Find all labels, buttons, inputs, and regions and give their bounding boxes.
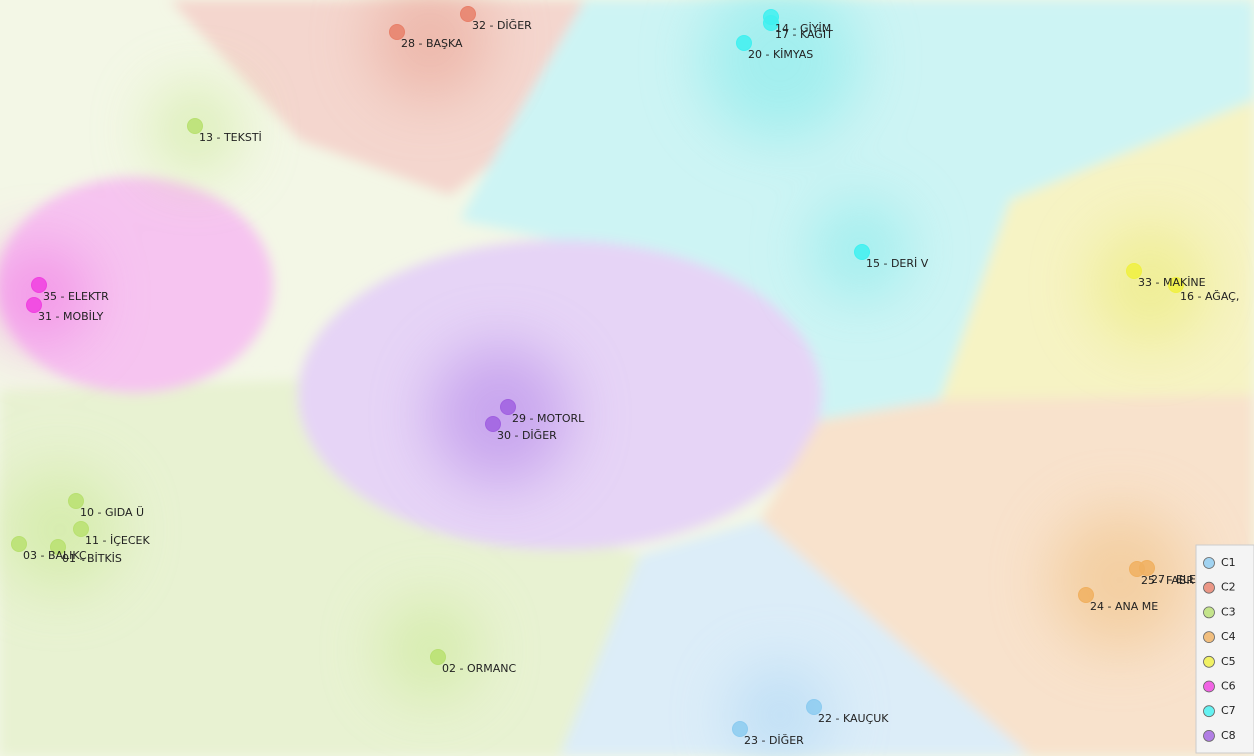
point [68,493,84,509]
legend-marker [1203,680,1215,693]
point [1168,277,1184,293]
point-label: 30 - DİĞER [497,429,557,442]
point [732,721,748,737]
legend-marker [1203,557,1215,569]
point [1078,587,1094,603]
point-label: 10 - GIDA Ü [80,506,144,519]
legend-label: C6 [1221,680,1236,693]
legend-marker [1203,655,1215,668]
legend-marker [1203,631,1215,643]
point-label: 16 - AĞAÇ, [1180,290,1239,303]
legend-marker [1203,581,1215,594]
point-label: 35 - ELEKTR [43,290,109,303]
legend: C1 C2 C3 C4 C5 C6 C7 C8 [1195,544,1254,754]
legend-marker [1203,730,1215,742]
point-label: 23 - DİĞER [744,734,804,747]
point-label: 17 - KAĞIT [775,28,833,41]
point [460,6,476,22]
point-label: 13 - TEKSTİ [199,131,262,144]
legend-marker [1203,606,1215,619]
legend-label: C7 [1221,704,1236,717]
point [11,536,27,552]
legend-marker [1203,705,1215,718]
point-label: 15 - DERİ V [866,257,929,270]
point-label: 14 - GİYİM [775,22,831,35]
point-label: 02 - ORMANC [442,662,517,675]
point-label: 33 - MAKİNE [1138,276,1206,289]
point [389,24,405,40]
point [31,277,47,293]
point [1139,560,1155,576]
point-label: 01 - BİTKİS [62,552,122,565]
point [485,416,501,432]
legend-label: C4 [1221,630,1236,643]
point [500,399,516,415]
point [187,118,203,134]
point-label: 22 - KAUÇUK [818,712,889,725]
point-label: 29 - MOTORL [512,412,585,425]
point-label: 31 - MOBİLY [38,310,104,323]
legend-label: C2 [1221,581,1236,594]
point [1126,263,1142,279]
legend-label: C5 [1221,655,1236,668]
point [73,521,89,537]
point-label: 25 - FABR [1141,574,1194,587]
point [854,244,870,260]
legend-label: C8 [1221,729,1236,742]
point-label: 11 - İÇECEK [85,534,150,547]
point-label: 32 - DİĞER [472,19,532,32]
point-label: 24 - ANA ME [1090,600,1158,613]
point [736,35,752,51]
point [430,649,446,665]
point-label: 20 - KİMYAS [748,48,813,61]
point [26,297,42,313]
point [806,699,822,715]
legend-label: C3 [1221,605,1236,618]
point [763,15,779,31]
legend-box [1195,544,1254,754]
point [50,539,66,555]
legend-label: C1 [1221,556,1236,569]
point-label: 03 - BALIKÇ [23,549,87,562]
point-label: 28 - BAŞKA [401,37,463,50]
